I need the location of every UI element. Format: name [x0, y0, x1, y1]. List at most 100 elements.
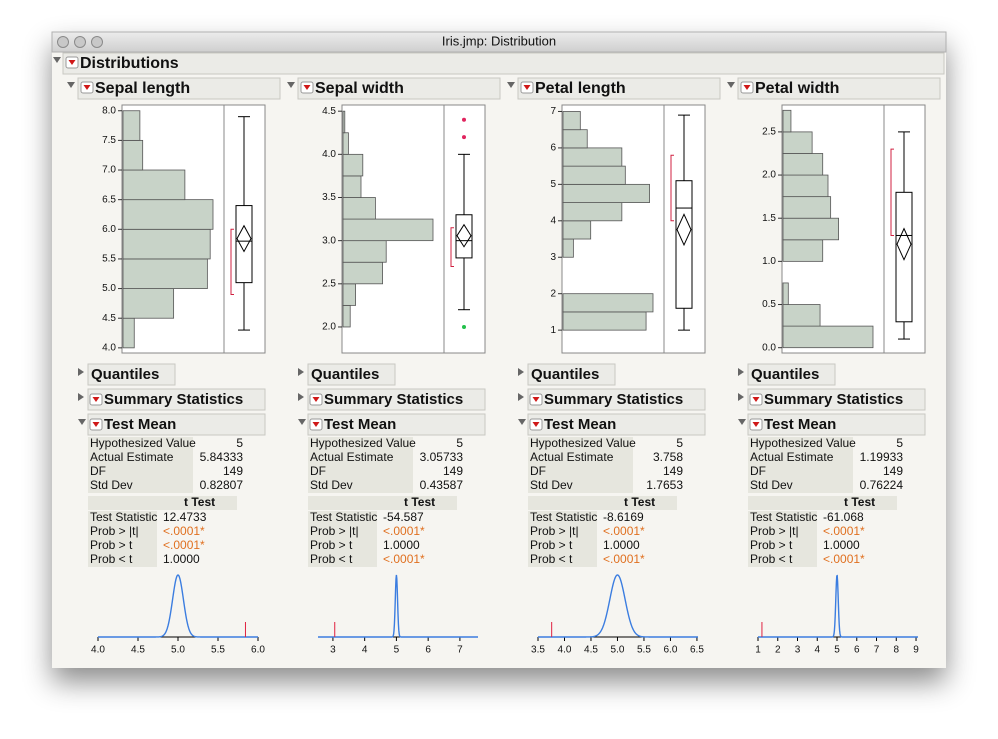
y-tick-label: 4.5	[322, 106, 336, 117]
table-value: <.0001*	[163, 524, 205, 538]
table-value: 5	[676, 436, 683, 450]
disclosure-triangle[interactable]	[507, 82, 515, 88]
table-value: <.0001*	[603, 552, 645, 566]
disclosure-triangle[interactable]	[298, 368, 304, 376]
disclosure-triangle[interactable]	[738, 419, 746, 425]
table-label: Actual Estimate	[90, 450, 174, 464]
section-header	[87, 363, 176, 386]
disclosure-triangle[interactable]	[298, 393, 304, 401]
table-value: <.0001*	[383, 524, 425, 538]
table-label-column	[308, 511, 377, 567]
section-title: Quantiles	[751, 366, 819, 383]
window-title: Iris.jmp: Distribution	[442, 33, 556, 48]
disclosure-triangle[interactable]	[67, 82, 75, 88]
histogram-bar	[562, 165, 626, 185]
close-button[interactable]	[57, 36, 69, 48]
disclosure-triangle[interactable]	[298, 419, 306, 425]
histogram-bar	[562, 183, 650, 203]
y-tick-label: 7.5	[102, 135, 116, 146]
table-header	[308, 496, 457, 510]
mean-diamond	[676, 213, 692, 247]
section-title: Summary Statistics	[104, 391, 243, 408]
histogram-bar	[342, 153, 364, 177]
y-tick-label: 8.0	[102, 105, 116, 116]
table-value: 149	[223, 464, 243, 478]
zoom-button[interactable]	[91, 36, 103, 48]
section-header	[747, 363, 836, 386]
table-value: -61.068	[823, 510, 864, 524]
table-value: 0.43587	[420, 478, 464, 492]
section-title: Test Mean	[764, 416, 836, 433]
histogram-bar	[342, 304, 351, 328]
histogram-bar	[342, 261, 383, 285]
disclosure-triangle[interactable]	[518, 368, 524, 376]
histogram-bar	[342, 240, 387, 263]
x-tick-label: 5.0	[171, 645, 185, 656]
table-value: 1.0000	[383, 538, 420, 552]
disclosure-triangle[interactable]	[518, 419, 526, 425]
x-tick-label: 4.0	[91, 645, 105, 656]
section-header	[527, 363, 616, 386]
x-tick-label: 9	[913, 645, 919, 656]
table-label: Prob > t	[90, 538, 133, 552]
table-label: Prob < t	[750, 552, 793, 566]
disclosure-triangle[interactable]	[727, 82, 735, 88]
table-value: 1.19933	[860, 450, 904, 464]
table-header	[88, 496, 237, 510]
table-value: <.0001*	[383, 552, 425, 566]
table-label: Std Dev	[530, 478, 573, 492]
menu-icon-arrow	[752, 422, 760, 427]
panel-header	[517, 77, 721, 100]
minimize-button[interactable]	[74, 36, 86, 48]
menu-icon-arrow	[523, 85, 531, 90]
section-header	[307, 388, 486, 411]
x-tick-label: 3.5	[531, 645, 545, 656]
section-header	[527, 413, 706, 436]
table-label: Prob > t	[750, 538, 793, 552]
y-tick-label: 5	[550, 179, 556, 190]
menu-icon-arrow	[312, 397, 320, 402]
table-value: <.0001*	[823, 552, 865, 566]
histogram-bar	[122, 258, 208, 289]
y-tick-label: 2.0	[322, 322, 336, 333]
table-value: 1.0000	[823, 538, 860, 552]
table-label-column	[528, 511, 597, 567]
histogram-bar	[122, 288, 175, 319]
x-tick-label: 8	[893, 645, 899, 656]
table-label-column	[748, 511, 817, 567]
section-title: Quantiles	[91, 366, 159, 383]
table-label: Test Statistic	[310, 510, 377, 524]
disclosure-triangle[interactable]	[518, 393, 524, 401]
table-header	[748, 496, 897, 510]
histogram-bar	[782, 239, 824, 262]
disclosure-triangle[interactable]	[738, 393, 744, 401]
table-label: Actual Estimate	[310, 450, 394, 464]
y-tick-label: 5.0	[102, 283, 116, 294]
disclosure-triangle[interactable]	[287, 82, 295, 88]
disclosure-triangle[interactable]	[78, 368, 84, 376]
section-title: Summary Statistics	[324, 391, 463, 408]
box	[235, 205, 253, 284]
y-tick-label: 0.0	[762, 342, 776, 353]
y-tick-label: 4.0	[102, 342, 116, 353]
table-label-column	[528, 437, 633, 493]
menu-icon-arrow	[83, 85, 91, 90]
table-label: DF	[530, 464, 546, 478]
histogram-bar	[782, 153, 824, 176]
disclosure-triangle[interactable]	[53, 57, 61, 63]
disclosure-triangle[interactable]	[738, 368, 744, 376]
y-tick-label: 1	[550, 325, 556, 336]
y-tick-label: 2.5	[322, 278, 336, 289]
panel-title: Sepal length	[95, 80, 190, 97]
x-tick-label: 1	[755, 645, 761, 656]
x-tick-label: 7	[874, 645, 880, 656]
histogram-bar	[342, 175, 362, 198]
shortest-half	[450, 227, 454, 268]
table-value: -54.587	[383, 510, 424, 524]
x-tick-label: 4.5	[584, 645, 598, 656]
disclosure-triangle[interactable]	[78, 419, 86, 425]
panel-title: Petal width	[755, 80, 839, 97]
histogram-bar	[562, 129, 588, 149]
disclosure-triangle[interactable]	[78, 393, 84, 401]
histogram-bar	[782, 196, 832, 219]
